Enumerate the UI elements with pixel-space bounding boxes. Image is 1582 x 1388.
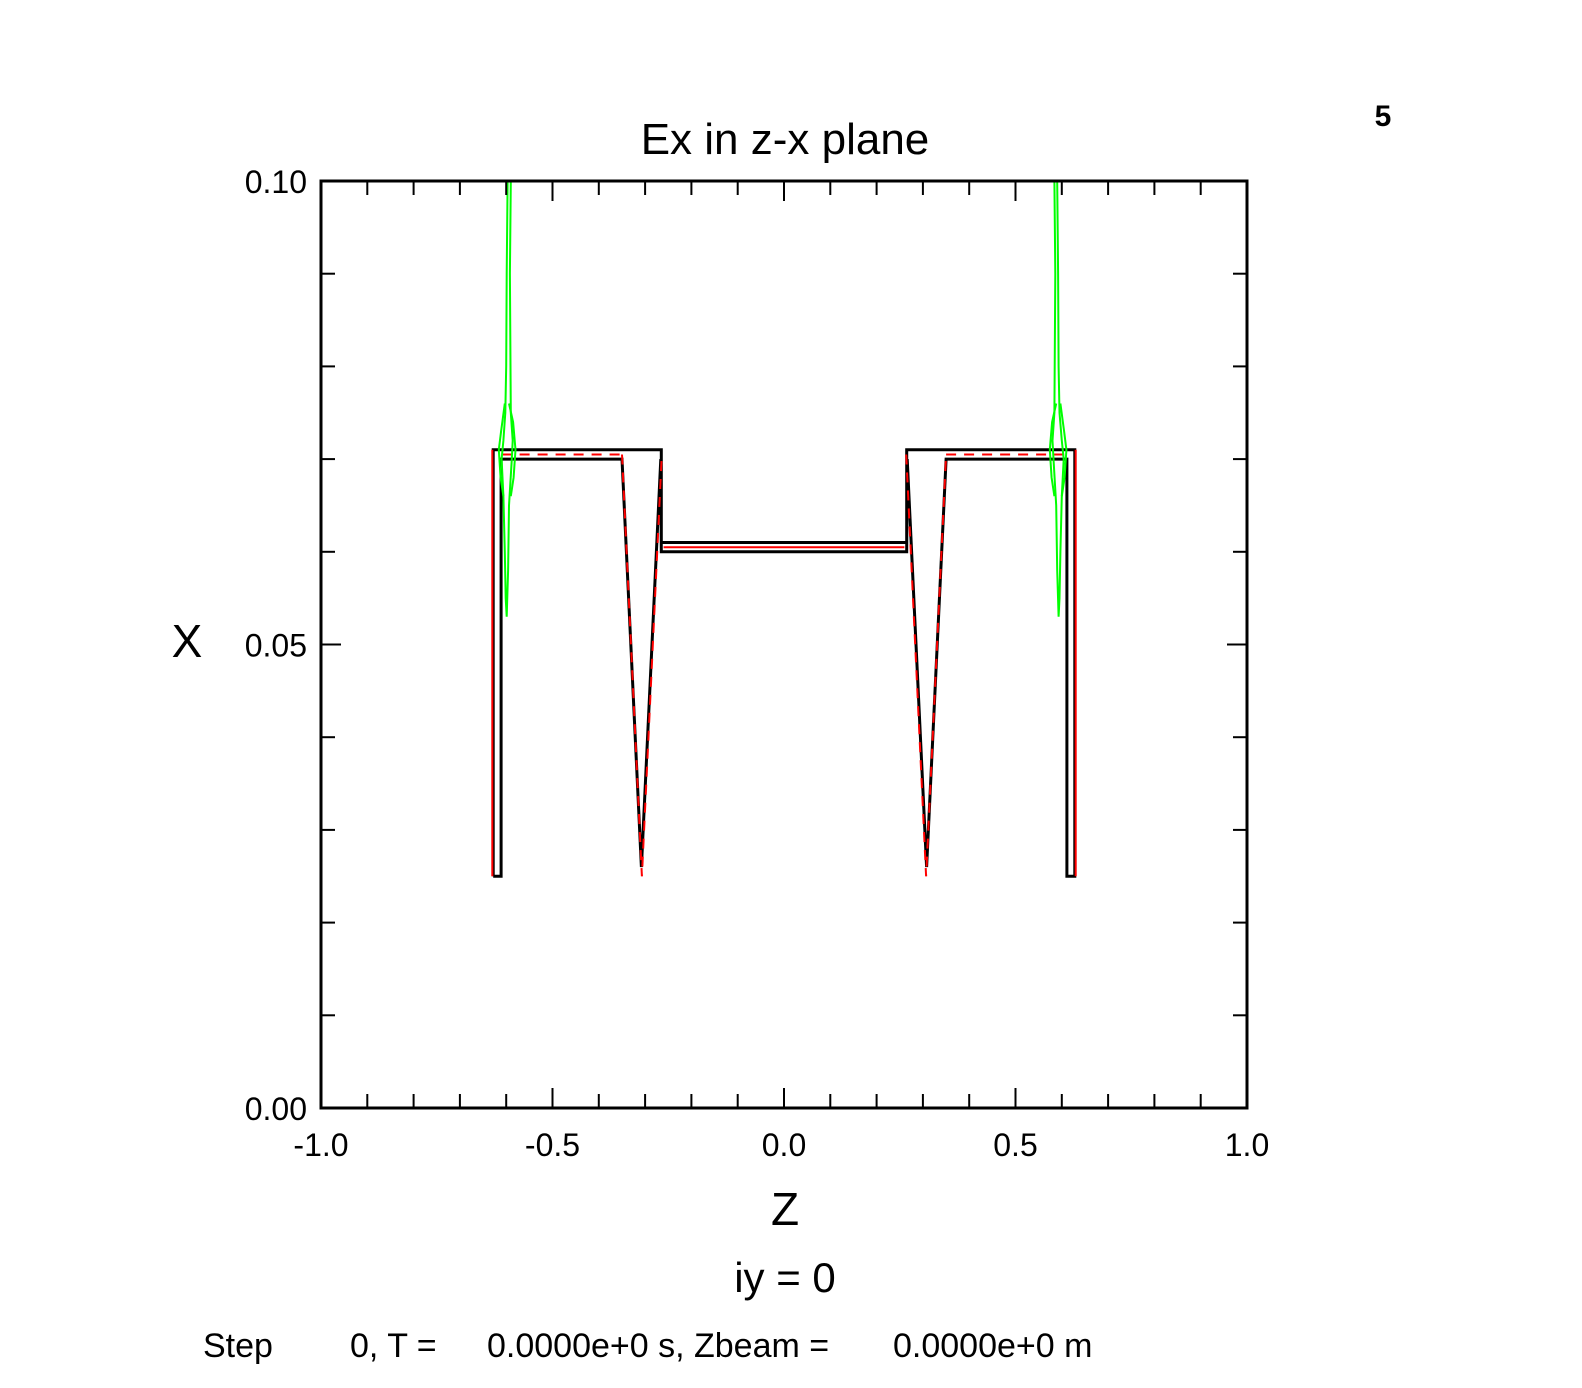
field-contour-path-3 (1051, 180, 1065, 617)
x-tick-label-1: -0.5 (525, 1127, 580, 1163)
data-layer (491, 180, 1077, 878)
field-contour-path-1 (497, 403, 506, 497)
field-contour-path-0 (500, 180, 514, 617)
footer-time-value: 0.0000e+0 s, Zbeam = (487, 1327, 829, 1365)
footer-zbeam-value: 0.0000e+0 m (893, 1327, 1092, 1365)
x-tick-label-0: -1.0 (293, 1127, 348, 1163)
footer-step-label: Step (203, 1327, 273, 1365)
field-contour-path-2 (508, 403, 517, 497)
y-tick-label-2: 0.10 (245, 164, 307, 200)
x-tick-label-4: 1.0 (1225, 1127, 1269, 1163)
y-axis-label: X (172, 615, 203, 667)
plot-frame (319, 179, 1249, 1110)
x-tick-label-3: 0.5 (993, 1127, 1037, 1163)
tick-layer (320, 180, 1248, 1109)
y-tick-label-0: 0.00 (245, 1091, 307, 1127)
conductor-edge-dashed-path-2 (621, 454, 663, 877)
frame-number: 5 (1375, 100, 1392, 133)
footer-step-value: 0, T = (350, 1327, 437, 1365)
tick-label-layer: -1.0 -0.5 0.0 0.5 1.0 0.00 0.05 0.10 (245, 164, 1270, 1163)
conductor-edge-dashed-path-3 (905, 454, 948, 877)
x-tick-label-2: 0.0 (762, 1127, 806, 1163)
chart-subtitle: iy = 0 (734, 1254, 836, 1301)
x-axis-label: Z (771, 1183, 799, 1235)
field-contour-path-4 (1059, 403, 1068, 497)
chart-title: Ex in z-x plane (641, 115, 930, 164)
field-contour-path-5 (1048, 403, 1058, 497)
conductor-outline-path-0 (491, 448, 1077, 878)
y-tick-label-1: 0.05 (245, 628, 307, 664)
